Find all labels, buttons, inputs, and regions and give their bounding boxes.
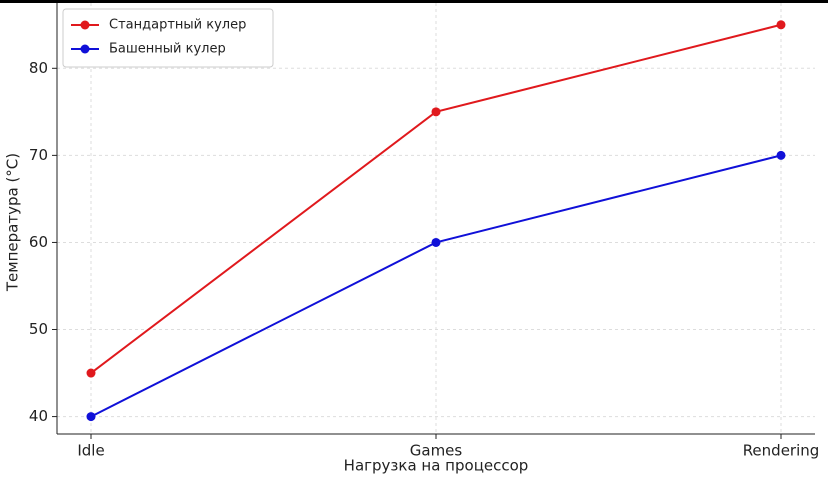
y-tick-label: 60: [29, 233, 48, 251]
point: [776, 150, 786, 160]
point: [776, 20, 786, 30]
legend-box: [62, 8, 274, 68]
y-tick-label: 80: [29, 59, 48, 77]
y-tick-label: 40: [29, 407, 48, 425]
x-tick-label: Rendering: [743, 442, 820, 460]
point: [86, 412, 96, 422]
legend-marker: [80, 44, 90, 54]
legend-label: Башенный кулер: [109, 42, 226, 57]
legend-label: Стандартный кулер: [109, 18, 246, 33]
point: [431, 107, 441, 117]
y-axis-label: Температура (°C): [4, 153, 22, 292]
top-edge: [0, 0, 828, 3]
x-tick-label: Idle: [77, 442, 104, 460]
legend-marker: [80, 20, 90, 30]
y-tick-label: 50: [29, 320, 48, 338]
point: [431, 237, 441, 247]
x-axis-label: Нагрузка на процессор: [344, 457, 529, 475]
y-tick-label: 70: [29, 146, 48, 164]
point: [86, 368, 96, 378]
x-tick-label: Games: [410, 442, 463, 460]
